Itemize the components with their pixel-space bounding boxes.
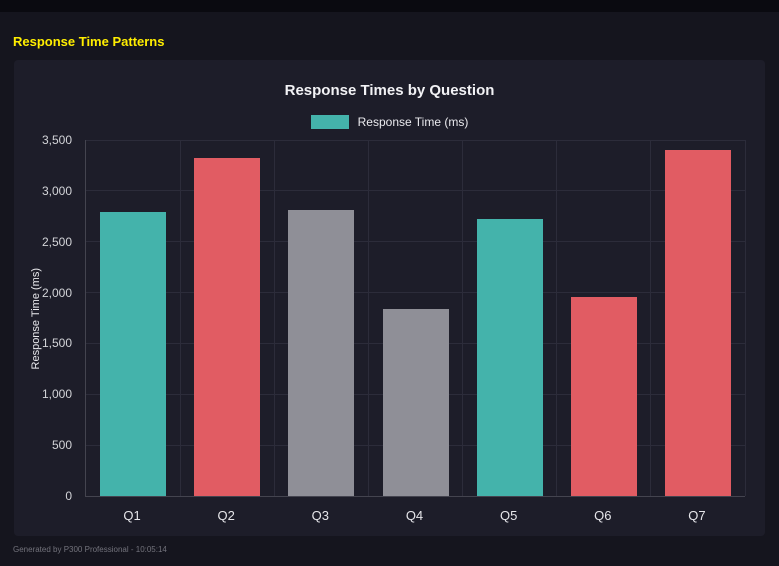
gridline-vertical bbox=[744, 140, 746, 496]
bar-Q7[interactable] bbox=[664, 150, 731, 496]
gridline-vertical bbox=[462, 140, 464, 496]
bar-Q6[interactable] bbox=[570, 296, 637, 496]
bar-Q1[interactable] bbox=[100, 212, 167, 496]
top-bar bbox=[0, 0, 779, 12]
bar-Q4[interactable] bbox=[382, 308, 449, 496]
gridline-vertical bbox=[556, 140, 558, 496]
x-axis-ticks: Q1 Q2 Q3 Q4 Q5 Q6 Q7 bbox=[85, 508, 745, 526]
page-title: Response Time Patterns bbox=[13, 34, 165, 49]
gridline-horizontal bbox=[86, 190, 745, 192]
chart-title: Response Times by Question bbox=[284, 82, 495, 99]
bar-Q2[interactable] bbox=[194, 158, 261, 496]
x-tick-label: Q6 bbox=[594, 508, 612, 523]
chart-legend[interactable]: Response Time (ms) bbox=[14, 115, 765, 129]
x-tick-label: Q3 bbox=[311, 508, 330, 523]
gridline-vertical bbox=[273, 140, 275, 496]
footer-text: Generated by P300 Professional - 10:05:1… bbox=[13, 545, 167, 554]
legend-label: Response Time (ms) bbox=[357, 115, 469, 129]
y-tick-label: 3,500 bbox=[41, 133, 72, 147]
gridline-vertical bbox=[367, 140, 369, 496]
y-tick-label: 2,500 bbox=[41, 234, 72, 249]
x-tick-label: Q2 bbox=[217, 508, 235, 523]
bar-Q3[interactable] bbox=[288, 210, 355, 496]
gridline-horizontal bbox=[86, 139, 745, 141]
y-tick-label: 3,000 bbox=[41, 183, 72, 198]
gridline-vertical bbox=[650, 140, 652, 496]
legend-swatch bbox=[310, 115, 349, 129]
bar-Q5[interactable] bbox=[476, 219, 543, 496]
y-tick-label: 500 bbox=[51, 438, 72, 453]
y-tick-label: 1,000 bbox=[41, 387, 72, 402]
gridline-horizontal bbox=[86, 241, 745, 243]
y-tick-label: 1,500 bbox=[41, 336, 72, 351]
y-axis-ticks: 0 500 1,000 1,500 2,000 2,500 3,000 3,500 bbox=[14, 133, 78, 503]
y-tick-label: 0 bbox=[65, 489, 72, 503]
gridline-horizontal bbox=[86, 292, 745, 294]
gridline-vertical bbox=[179, 140, 181, 496]
x-tick-label: Q5 bbox=[499, 508, 518, 523]
y-tick-label: 2,000 bbox=[41, 285, 72, 300]
x-tick-label: Q1 bbox=[123, 508, 141, 523]
x-tick-label: Q4 bbox=[405, 508, 424, 523]
plot-area bbox=[85, 139, 746, 497]
x-tick-label: Q7 bbox=[688, 508, 706, 523]
chart-panel: Response Times by Question Response Time… bbox=[14, 60, 765, 536]
